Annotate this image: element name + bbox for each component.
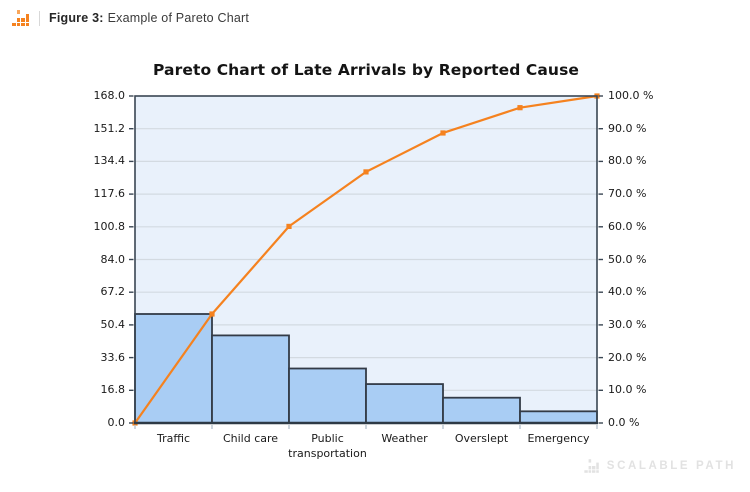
y-axis-tick-label: 0.0: [107, 416, 126, 429]
x-axis-category-label: Emergency: [527, 432, 590, 445]
y-axis-tick-label: 67.2: [100, 285, 126, 299]
logo-pixel: [584, 469, 588, 473]
cumulative-point: [209, 311, 215, 317]
y-axis-tick-label: 50.4: [100, 317, 126, 331]
plot-canvas: [129, 93, 603, 429]
y-axis-tick-label: 100.8: [93, 219, 126, 233]
logo-pixel: [595, 462, 599, 466]
x-axis-category-label: Child care: [222, 432, 279, 445]
percent-axis-tick-label: 50.0 %: [608, 252, 647, 266]
figure-caption-bar: Figure 3: Example of Pareto Chart: [12, 10, 249, 27]
cumulative-point: [440, 130, 446, 136]
x-axis-category-label: Overslept: [454, 432, 509, 445]
bar-public-transportation: [288, 367, 367, 424]
logo-pixel: [21, 18, 25, 22]
bar-overslept: [442, 396, 521, 424]
scalablepath-logo-icon: [12, 10, 30, 27]
scalablepath-watermark: SCALABLE PATH: [583, 458, 736, 474]
percent-axis-tick-label: 40.0 %: [608, 285, 647, 299]
percent-axis-tick-label: 100.0 %: [608, 89, 654, 102]
y-axis-tick-label: 16.8: [100, 383, 126, 397]
percent-axis-tick-label: 80.0 %: [608, 154, 647, 168]
bar-emergency: [519, 410, 598, 424]
logo-pixel: [587, 459, 591, 463]
logo-pixel: [25, 22, 29, 27]
logo-pixel: [25, 18, 29, 22]
bar-child-care: [211, 334, 290, 424]
logo-pixel: [25, 14, 29, 18]
logo-pixel: [16, 10, 20, 14]
logo-pixel: [587, 469, 591, 473]
x-axis-category-label: Traffic: [156, 432, 191, 445]
cumulative-point: [286, 223, 292, 230]
y-axis-tick-label: 117.6: [93, 187, 126, 201]
percent-axis-tick-label: 0.0 %: [608, 416, 640, 429]
logo-pixel: [587, 466, 591, 470]
chart-title: Pareto Chart of Late Arrivals by Reporte…: [152, 61, 580, 79]
y-axis-tick-label: 168.0: [93, 89, 126, 102]
caption-divider: [39, 10, 40, 26]
bar-weather: [365, 383, 444, 424]
y-axis-tick-label: 33.6: [100, 350, 126, 364]
scalablepath-watermark-text: SCALABLE PATH: [606, 460, 736, 472]
cumulative-point: [363, 169, 369, 175]
percent-axis-tick-label: 60.0 %: [608, 219, 647, 233]
logo-pixel: [591, 466, 595, 470]
y-axis-tick-label: 151.2: [93, 121, 126, 135]
x-axis-category-label: Public transportation: [288, 432, 367, 460]
logo-pixel: [595, 466, 599, 470]
y-axis-tick-label: 84.0: [100, 252, 126, 266]
percent-axis-tick-label: 20.0 %: [608, 350, 647, 364]
figure-caption: Figure 3: Example of Pareto Chart: [49, 11, 249, 25]
scalablepath-watermark-logo-icon: [584, 459, 599, 473]
figure-label: Figure 3:: [49, 11, 104, 25]
percent-axis-tick-label: 10.0 %: [608, 383, 647, 397]
figure-title: Example of Pareto Chart: [107, 11, 250, 25]
percent-axis-tick-label: 70.0 %: [608, 187, 647, 201]
logo-pixel: [591, 469, 595, 473]
percent-axis-tick-label: 90.0 %: [608, 121, 647, 135]
logo-pixel: [16, 22, 20, 27]
logo-pixel: [12, 22, 16, 27]
y-axis-tick-label: 134.4: [93, 154, 126, 168]
logo-pixel: [16, 18, 20, 22]
cumulative-point: [517, 105, 523, 111]
logo-pixel: [595, 469, 599, 473]
logo-pixel: [21, 22, 25, 27]
percent-axis-tick-label: 30.0 %: [608, 317, 647, 331]
plot-area: [129, 93, 603, 429]
x-axis-category-label: Weather: [381, 432, 428, 445]
